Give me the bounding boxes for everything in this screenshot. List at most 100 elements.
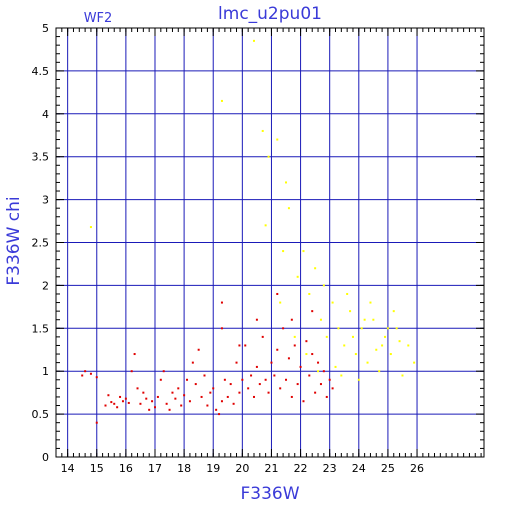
data-point bbox=[235, 361, 238, 364]
data-point bbox=[273, 374, 276, 377]
y-tick-label: 2 bbox=[42, 279, 49, 292]
data-point bbox=[130, 370, 133, 373]
data-point bbox=[282, 250, 285, 253]
data-point bbox=[258, 383, 261, 386]
data-point bbox=[95, 376, 98, 379]
data-point bbox=[285, 181, 288, 184]
data-point bbox=[270, 361, 273, 364]
data-point bbox=[127, 401, 130, 404]
data-point bbox=[203, 374, 206, 377]
data-point bbox=[293, 335, 296, 338]
data-point bbox=[250, 374, 253, 377]
data-point bbox=[121, 400, 124, 403]
data-point bbox=[139, 402, 142, 405]
y-tick-label: 0 bbox=[42, 451, 49, 464]
data-point bbox=[238, 344, 241, 347]
data-point bbox=[116, 406, 119, 409]
data-point bbox=[255, 365, 258, 368]
data-point bbox=[261, 335, 264, 338]
data-point bbox=[180, 404, 183, 407]
x-tick-label: 17 bbox=[148, 462, 162, 475]
data-point bbox=[319, 383, 322, 386]
data-point bbox=[188, 400, 191, 403]
y-tick-label: 4 bbox=[42, 108, 49, 121]
x-tick-label: 26 bbox=[410, 462, 424, 475]
data-point bbox=[293, 344, 296, 347]
y-tick-label: 1 bbox=[42, 365, 49, 378]
data-point bbox=[392, 310, 395, 313]
data-point bbox=[220, 327, 223, 330]
data-point bbox=[317, 361, 320, 364]
data-point bbox=[84, 370, 87, 373]
y-tick-label: 5 bbox=[42, 22, 49, 35]
data-point bbox=[305, 340, 308, 343]
data-point bbox=[311, 353, 314, 356]
plot-frame bbox=[55, 27, 485, 458]
data-point bbox=[191, 361, 194, 364]
data-point bbox=[282, 327, 285, 330]
data-point bbox=[381, 344, 384, 347]
data-point bbox=[302, 400, 305, 403]
data-point bbox=[215, 408, 218, 411]
x-axis-label: F336W bbox=[240, 484, 299, 504]
data-point bbox=[145, 397, 148, 400]
data-point bbox=[177, 387, 180, 390]
data-point bbox=[200, 395, 203, 398]
x-tick-label: 15 bbox=[90, 462, 104, 475]
data-point bbox=[168, 408, 171, 411]
data-point bbox=[287, 357, 290, 360]
data-point bbox=[351, 335, 354, 338]
x-tick-label: 19 bbox=[206, 462, 220, 475]
data-point bbox=[194, 383, 197, 386]
y-tick-label: 1.5 bbox=[32, 322, 50, 335]
data-point bbox=[311, 310, 314, 313]
data-point bbox=[285, 378, 288, 381]
data-point bbox=[220, 99, 223, 102]
data-point bbox=[261, 129, 264, 132]
data-point bbox=[89, 372, 92, 375]
data-point bbox=[119, 395, 122, 398]
data-point bbox=[296, 383, 299, 386]
data-point bbox=[372, 318, 375, 321]
data-point bbox=[360, 327, 363, 330]
data-point bbox=[296, 275, 299, 278]
data-point bbox=[308, 292, 311, 295]
data-point bbox=[148, 408, 151, 411]
data-point bbox=[136, 387, 139, 390]
data-point bbox=[331, 387, 334, 390]
data-point bbox=[238, 391, 241, 394]
data-point bbox=[276, 292, 279, 295]
x-tick-label: 16 bbox=[119, 462, 133, 475]
data-point bbox=[252, 395, 255, 398]
data-point bbox=[386, 327, 389, 330]
data-point bbox=[337, 327, 340, 330]
data-point bbox=[174, 397, 177, 400]
data-point bbox=[375, 348, 378, 351]
x-tick-label: 25 bbox=[381, 462, 395, 475]
x-tick-label: 23 bbox=[323, 462, 337, 475]
data-point bbox=[314, 267, 317, 270]
data-point bbox=[95, 421, 98, 424]
data-point bbox=[212, 387, 215, 390]
data-point bbox=[279, 387, 282, 390]
y-axis-label: F336W chi bbox=[4, 196, 24, 285]
data-point bbox=[299, 365, 302, 368]
data-point bbox=[220, 400, 223, 403]
data-point bbox=[159, 378, 162, 381]
data-point bbox=[331, 301, 334, 304]
data-point bbox=[384, 335, 387, 338]
data-point bbox=[209, 391, 212, 394]
data-point bbox=[357, 378, 360, 381]
data-point bbox=[153, 406, 156, 409]
data-point bbox=[206, 404, 209, 407]
data-point bbox=[343, 344, 346, 347]
data-point bbox=[305, 353, 308, 356]
data-point bbox=[317, 370, 320, 373]
data-point bbox=[314, 391, 317, 394]
y-tick-labels: 0 0.5 1 1.5 2 2.5 3 3.5 4 4.5 5 bbox=[32, 22, 50, 464]
data-point bbox=[395, 327, 398, 330]
x-tick-label: 22 bbox=[294, 462, 308, 475]
x-tick-labels: 14 15 16 17 18 19 20 21 22 23 24 25 26 bbox=[61, 462, 424, 475]
data-point bbox=[319, 318, 322, 321]
